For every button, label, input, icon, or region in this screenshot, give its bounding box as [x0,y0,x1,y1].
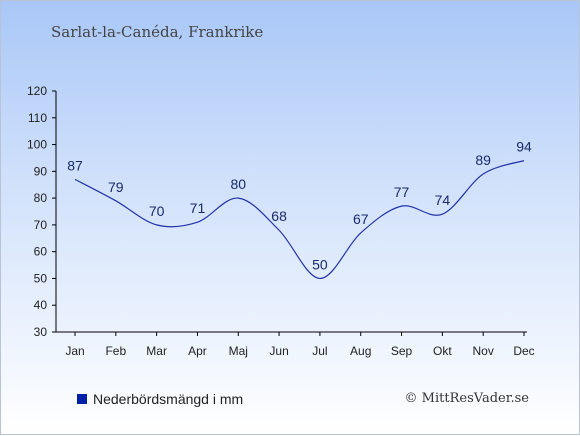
data-label: 80 [230,176,246,192]
data-label: 67 [353,211,369,227]
y-tick-label: 40 [34,298,48,312]
data-label: 87 [67,157,83,173]
data-label: 70 [149,203,165,219]
y-tick-label: 30 [34,325,48,339]
x-tick-label: Feb [105,344,126,358]
x-tick-label: Mar [146,344,167,358]
y-tick-label: 70 [34,218,48,232]
data-label: 79 [108,179,124,195]
x-tick-label: Aug [350,344,371,358]
data-label: 71 [190,200,206,216]
data-label: 74 [435,192,451,208]
y-tick-label: 120 [27,84,47,98]
legend-swatch [77,394,87,404]
x-tick-label: Maj [229,344,248,358]
data-label: 89 [475,152,491,168]
y-tick-label: 90 [34,164,48,178]
legend: Nederbördsmängd i mm [77,391,243,407]
legend-label: Nederbördsmängd i mm [93,391,244,407]
x-tick-label: Jun [269,344,288,358]
x-tick-label: Sep [391,344,413,358]
credit-text[interactable]: © MittResVader.se [404,391,529,406]
y-tick-label: 50 [34,271,48,285]
precipitation-line [74,160,525,280]
x-tick-label: Apr [188,344,207,358]
chart-title: Sarlat-la-Canéda, Frankrike [51,23,264,41]
y-tick-label: 80 [34,191,48,205]
data-label: 94 [516,139,532,155]
x-tick-label: Okt [433,344,452,358]
y-tick-label: 110 [28,111,47,125]
x-tick-label: Jul [312,344,327,358]
x-tick-label: Jan [65,344,84,358]
data-label: 68 [271,208,287,224]
data-label: 77 [394,184,410,200]
data-label: 50 [312,256,328,272]
y-tick-label: 60 [34,245,48,259]
x-tick-label: Dec [513,344,534,358]
y-tick-label: 100 [27,138,47,152]
x-tick-label: Nov [473,344,494,358]
